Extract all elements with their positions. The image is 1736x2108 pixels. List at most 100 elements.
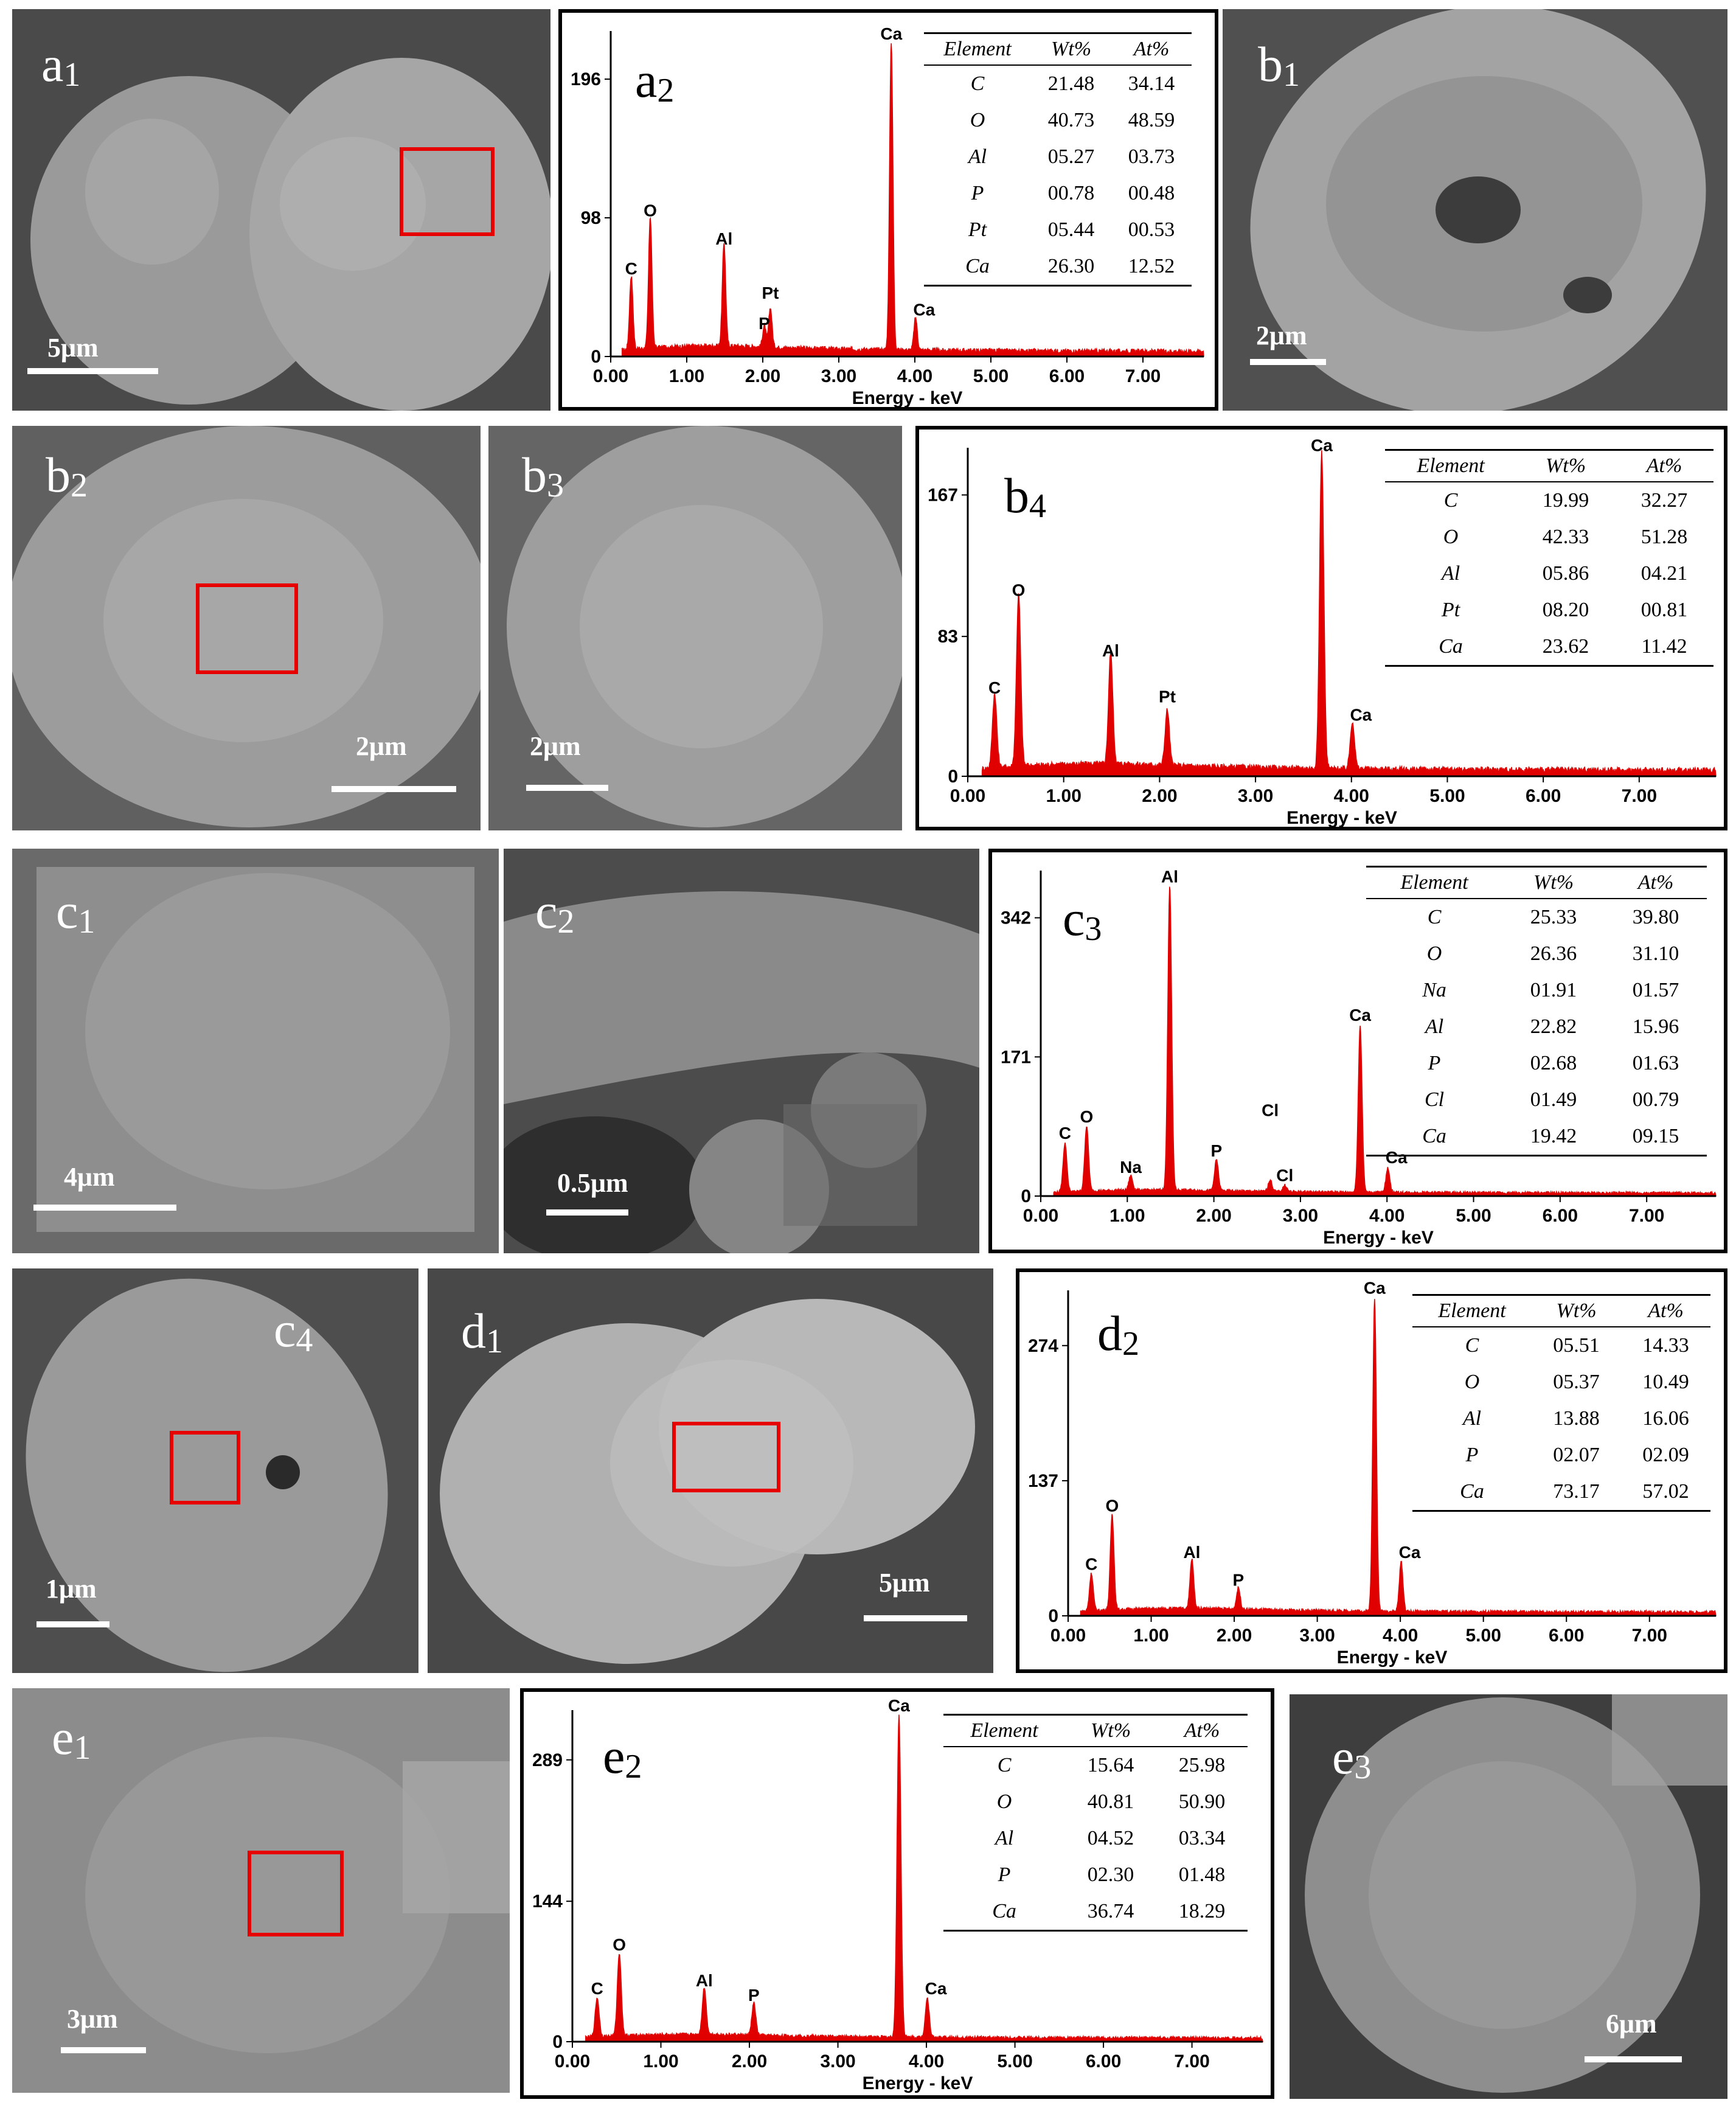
- table-cell: 40.73: [1047, 109, 1095, 131]
- scale-bar: [526, 785, 608, 791]
- table-cell: Na: [1422, 979, 1446, 1001]
- table-cell: C: [1443, 489, 1458, 512]
- table-cell: 12.52: [1111, 248, 1192, 287]
- x-tick-label: 1.00: [1133, 1626, 1168, 1646]
- sem-image-a1: a1 5μm: [12, 9, 550, 411]
- table-row: O 40.81 50.90: [943, 1784, 1248, 1820]
- x-tick-label: 6.00: [1543, 1206, 1578, 1226]
- roi-box: [400, 147, 495, 236]
- x-tick-label: 6.00: [1526, 786, 1561, 806]
- x-tick-label: 3.00: [1299, 1626, 1335, 1646]
- table-cell: 11.42: [1615, 628, 1713, 667]
- table-header-cell: At%: [1621, 1294, 1710, 1327]
- eds-spectrum-c3: 0.00 1.00 2.00 3.00 4.00 5.00 6.00 7.00 0 171 342 E…: [988, 849, 1727, 1253]
- table-cell: 23.62: [1516, 628, 1616, 667]
- table-cell: 39.80: [1632, 906, 1679, 928]
- scale-bar: [546, 1209, 628, 1216]
- x-tick-label: 5.00: [1429, 786, 1465, 806]
- panel-label: e3: [1332, 1729, 1372, 1786]
- x-axis-title: Energy - keV: [852, 388, 963, 407]
- peak-label: C: [1059, 1124, 1071, 1143]
- y-tick-label: 196: [571, 69, 601, 89]
- sem-texture: [428, 1268, 993, 1673]
- sem-image-c2: c2 0.5μm: [504, 849, 979, 1253]
- table-row: Ca 26.30 12.52: [924, 248, 1192, 287]
- table-row: Al 04.52 03.34: [943, 1820, 1248, 1857]
- table-cell: 48.59: [1128, 109, 1175, 131]
- table-cell: 00.79: [1632, 1088, 1679, 1111]
- table-row: O 05.37 10.49: [1412, 1364, 1710, 1400]
- peak-label: O: [1012, 581, 1026, 600]
- peak-label: C: [625, 259, 637, 278]
- scale-bar: [33, 1205, 176, 1211]
- sem-texture: [12, 426, 481, 830]
- scale-bar: [36, 1621, 109, 1627]
- table-header-row: Element Wt% At%: [1412, 1294, 1710, 1327]
- table-cell: 01.57: [1632, 979, 1679, 1001]
- x-tick-label: 7.00: [1622, 786, 1657, 806]
- x-tick-label: 6.00: [1549, 1626, 1584, 1646]
- table-row: Ca 73.17 57.02: [1412, 1473, 1710, 1512]
- y-tick-label: 0: [591, 347, 601, 367]
- table-header-row: Element Wt% At%: [924, 32, 1192, 66]
- peak-label: Ca: [1350, 705, 1372, 724]
- peak-label: Cl: [1276, 1166, 1293, 1184]
- table-row: P 02.07 02.09: [1412, 1437, 1710, 1473]
- table-cell: 51.28: [1641, 526, 1688, 548]
- table-cell: 25.33: [1530, 906, 1577, 928]
- sem-image-e1: e1 3μm: [12, 1688, 510, 2093]
- table-row: Ca 23.62 11.42: [1385, 628, 1713, 667]
- x-tick-label: 4.00: [1369, 1206, 1404, 1226]
- x-tick-label: 2.00: [1217, 1626, 1252, 1646]
- eds-spectrum-d2: 0.00 1.00 2.00 3.00 4.00 5.00 6.00 7.00 0 137 274 E…: [1016, 1268, 1727, 1673]
- table-cell: 26.30: [1031, 248, 1112, 287]
- eds-spectrum-b4: 0.00 1.00 2.00 3.00 4.00 5.00 6.00 7.00 0 83 167 En…: [915, 426, 1727, 830]
- y-tick-label: 171: [1001, 1047, 1031, 1067]
- peak-label: P: [759, 314, 770, 333]
- table-cell: Pt: [1441, 599, 1460, 621]
- panel-label: b3: [522, 447, 564, 504]
- x-tick-label: 3.00: [821, 366, 856, 386]
- table-header-cell: Element: [924, 32, 1032, 66]
- table-cell: 00.48: [1128, 182, 1175, 204]
- table-row: Al 05.86 04.21: [1385, 555, 1713, 592]
- peak-label: Ca: [925, 1979, 947, 1998]
- table-row: Al 22.82 15.96: [1366, 1009, 1707, 1045]
- x-tick-label: 3.00: [1238, 786, 1273, 806]
- peak-label: Ca: [888, 1696, 910, 1715]
- table-cell: Al: [968, 145, 987, 168]
- scale-label: 4μm: [64, 1162, 115, 1192]
- x-tick-label: 7.00: [1125, 366, 1161, 386]
- peak-label: Al: [1102, 641, 1119, 660]
- table-cell: 22.82: [1530, 1015, 1577, 1038]
- roi-box: [248, 1851, 344, 1936]
- composition-table: Element Wt% At% C 25.33 39.80 O 26.36 31.10 Na 01.…: [1366, 866, 1707, 1157]
- table-cell: 73.17: [1532, 1473, 1622, 1512]
- x-tick-label: 1.00: [643, 2051, 678, 2071]
- table-cell: 26.36: [1530, 942, 1577, 965]
- panel-label: c2: [535, 883, 575, 941]
- table-cell: 19.42: [1502, 1118, 1605, 1157]
- y-tick-label: 0: [948, 767, 958, 787]
- table-cell: 01.48: [1178, 1863, 1226, 1886]
- panel-label: a2: [635, 52, 675, 110]
- x-tick-label: 2.00: [732, 2051, 767, 2071]
- table-cell: Cl: [1424, 1088, 1445, 1111]
- table-cell: 02.30: [1087, 1863, 1134, 1886]
- y-tick-label: 0: [1021, 1186, 1031, 1206]
- peak-label: C: [591, 1979, 603, 1998]
- table-row: Cl 01.49 00.79: [1366, 1082, 1707, 1118]
- y-tick-label: 137: [1028, 1471, 1058, 1491]
- composition-table: Element Wt% At% C 05.51 14.33 O 05.37 10.49 Al 13.…: [1412, 1294, 1710, 1512]
- table-row: P 02.68 01.63: [1366, 1045, 1707, 1082]
- x-tick-label: 6.00: [1086, 2051, 1121, 2071]
- table-cell: 21.48: [1047, 72, 1095, 95]
- table-cell: P: [998, 1863, 1011, 1886]
- table-cell: P: [1465, 1444, 1479, 1466]
- spectrum-trace: [1080, 1299, 1717, 1616]
- table-cell: O: [996, 1790, 1012, 1813]
- table-cell: Al: [995, 1827, 1014, 1849]
- table-cell: Al: [1425, 1015, 1444, 1038]
- table-row: Pt 08.20 00.81: [1385, 592, 1713, 628]
- x-tick-label: 5.00: [1456, 1206, 1491, 1226]
